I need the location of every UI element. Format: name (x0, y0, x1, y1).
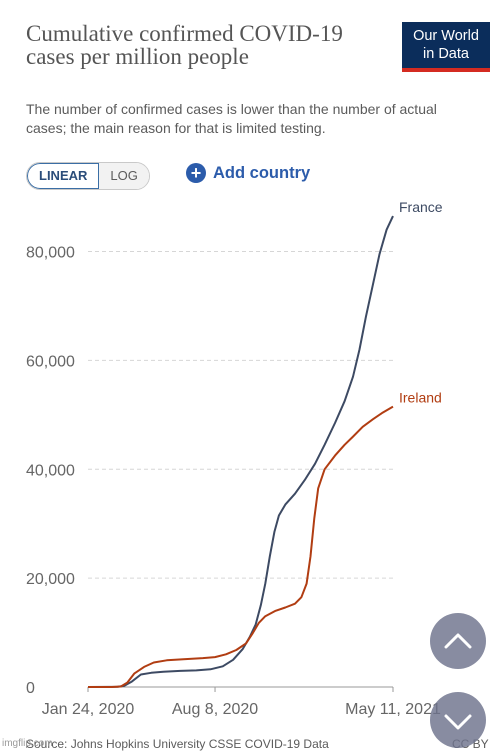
watermark-text: imgflip.com (2, 738, 53, 749)
y-tick-label: 80,000 (26, 245, 75, 262)
scroll-down-button[interactable] (430, 692, 486, 748)
x-tick-label: Aug 8, 2020 (172, 701, 258, 718)
plus-icon: + (186, 163, 206, 183)
linear-scale-button[interactable]: LINEAR (27, 163, 100, 189)
line-chart: 0 20,000 40,000 60,000 80,000 Jan 24, 2020 Aug… (26, 199, 443, 718)
chevron-up-icon (444, 633, 472, 649)
x-tick-label: Jan 24, 2020 (42, 701, 135, 718)
series-line-france (87, 215, 394, 688)
y-tick-label: 20,000 (26, 571, 75, 588)
y-tick-label: 40,000 (26, 462, 75, 479)
y-tick-label: 0 (26, 680, 35, 697)
x-tick-label: May 11, 2021 (345, 701, 441, 718)
source-note: Source: Johns Hopkins University CSSE CO… (26, 737, 329, 751)
chevron-down-icon (444, 714, 472, 730)
add-country-label: Add country (213, 163, 311, 182)
logo-line-1: Our World (413, 28, 479, 44)
owid-logo[interactable]: Our World in Data (402, 22, 490, 72)
logo-line-2: in Data (423, 46, 469, 62)
scale-toggle: LINEAR LOG (26, 162, 150, 190)
y-tick-label: 60,000 (26, 353, 75, 370)
series-label-france: France (399, 199, 443, 215)
add-country-button[interactable]: + Add country (186, 163, 310, 183)
chart-subtitle: The number of confirmed cases is lower t… (26, 101, 437, 136)
series-label-ireland: Ireland (399, 390, 442, 406)
log-scale-button[interactable]: LOG (99, 163, 149, 189)
series-line-ireland (88, 405, 394, 688)
scroll-up-button[interactable] (430, 613, 486, 669)
chart-title: Cumulative confirmed COVID-19 cases per … (26, 21, 343, 69)
